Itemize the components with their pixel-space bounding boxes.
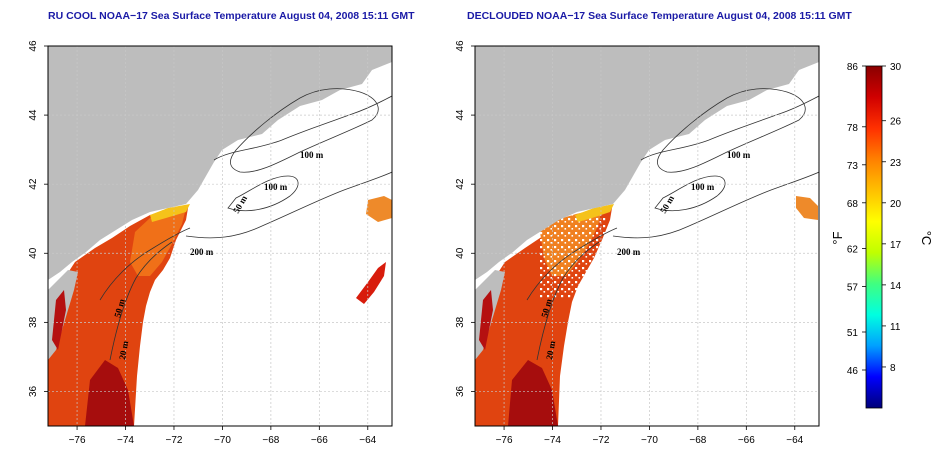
- celsius-tick-label: 20: [890, 199, 902, 210]
- celsius-tick-label: 26: [890, 117, 902, 128]
- panel-title-right: DECLOUDED NOAA−17 Sea Surface Temperatur…: [467, 10, 852, 22]
- fahrenheit-tick-label: 86: [847, 62, 859, 73]
- lon-tick-label: −66: [311, 435, 328, 446]
- colorbar-ticks: 30 26 23 20 17 14 11 8 86 78 73 68 62 57 51 46: [847, 62, 902, 377]
- lat-tick-label: 46: [455, 40, 466, 52]
- contour-label-20m: 20 m: [544, 340, 557, 361]
- lat-tick-label: 46: [28, 40, 39, 52]
- lon-tick-label: −76: [69, 435, 86, 446]
- lat-tick-label: 42: [28, 178, 39, 190]
- axis-ticks-left-panel: −76 −74 −72 −70 −68 −66 −64 36 38 40 42 44 46: [28, 40, 377, 446]
- contour-label-50m-shelf: 50 m: [539, 297, 554, 318]
- lat-tick-label: 38: [28, 316, 39, 328]
- sst-yellow-strip: [150, 204, 190, 222]
- contour-200m: [185, 171, 392, 239]
- lon-tick-label: −70: [641, 435, 658, 446]
- axis-ticks-right-panel: −76 −74 −72 −70 −68 −66 −64 36 38 40 42 44 46: [455, 40, 804, 446]
- lat-tick-label: 42: [455, 178, 466, 190]
- fahrenheit-tick-label: 57: [847, 282, 859, 293]
- lon-tick-label: −72: [592, 435, 609, 446]
- contour-label-100m: 100 m: [727, 150, 751, 160]
- lon-tick-label: −70: [214, 435, 231, 446]
- contour-100m: [640, 95, 819, 161]
- contour-label-50m-shelf: 50 m: [112, 297, 127, 318]
- lon-tick-label: −64: [359, 435, 376, 446]
- sst-dark-south: [508, 360, 558, 426]
- colorbar-ramp: [865, 65, 883, 409]
- celsius-tick-label: 14: [890, 281, 902, 292]
- map-panel-right: 100 m 100 m 50 m 200 m 50 m 20 m −76 −74−…: [455, 40, 820, 446]
- lat-tick-label: 36: [455, 385, 466, 397]
- contour-label-200m: 200 m: [190, 247, 214, 257]
- contour-50m: [654, 175, 726, 212]
- contour-shelf: [99, 227, 191, 301]
- lat-tick-label: 44: [28, 109, 39, 121]
- contour-shelf-inner: [536, 241, 600, 361]
- sst-ne-patch: [796, 196, 818, 220]
- lat-tick-label: 40: [455, 247, 466, 259]
- contour-shelf: [526, 227, 618, 301]
- celsius-tick-label: 23: [890, 158, 902, 169]
- lon-tick-label: −74: [117, 435, 134, 446]
- contour-gulf-of-maine: [230, 88, 379, 173]
- lon-tick-label: −74: [544, 435, 561, 446]
- lon-tick-label: −66: [738, 435, 755, 446]
- celsius-tick-label: 11: [890, 322, 901, 333]
- contour-50m: [227, 175, 299, 212]
- bathymetry-contours: [526, 88, 819, 361]
- map-panel-left: 100 m 100 m 50 m 200 m 50 m 20 m −76 −74−…: [28, 40, 393, 446]
- lat-tick-label: 44: [455, 109, 466, 121]
- lon-tick-label: −76: [496, 435, 513, 446]
- land-mass: [48, 46, 392, 280]
- fahrenheit-tick-label: 51: [847, 328, 859, 339]
- contour-gulf-of-maine: [657, 88, 806, 173]
- contour-label-20m: 20 m: [117, 340, 130, 361]
- land-mass: [475, 46, 819, 280]
- lat-tick-label: 38: [455, 316, 466, 328]
- contour-200m: [612, 171, 819, 239]
- fahrenheit-tick-label: 46: [847, 366, 859, 377]
- map-frame: [474, 45, 820, 427]
- fahrenheit-tick-label: 78: [847, 123, 859, 134]
- celsius-tick-label: 17: [890, 240, 902, 251]
- contour-label-100m-2: 100 m: [264, 182, 288, 192]
- bathymetry-contours: [99, 88, 392, 361]
- contour-label-100m-2: 100 m: [691, 182, 715, 192]
- lon-tick-label: −68: [689, 435, 706, 446]
- fahrenheit-tick-label: 62: [847, 244, 859, 255]
- sst-shelf-orange: [130, 208, 186, 276]
- lat-tick-label: 40: [28, 247, 39, 259]
- graticule-grid: [48, 46, 392, 426]
- map-frame: [47, 45, 393, 427]
- lat-tick-label: 36: [28, 385, 39, 397]
- contour-100m: [213, 95, 392, 161]
- contour-shelf-inner: [109, 241, 173, 361]
- fahrenheit-unit-label: °F: [830, 231, 845, 244]
- bay-chesapeake: [479, 290, 493, 350]
- celsius-unit-label: °C: [919, 231, 934, 246]
- fahrenheit-tick-label: 68: [847, 199, 859, 210]
- sst-ne-patch: [366, 196, 392, 222]
- celsius-tick-label: 30: [890, 62, 902, 73]
- colorbar: 30 26 23 20 17 14 11 8 86 78 73 68 62 57 51 46 °F °C: [830, 62, 934, 409]
- celsius-tick-label: 8: [890, 363, 896, 374]
- contour-label-100m: 100 m: [300, 150, 324, 160]
- cloud-gap-pixels: [540, 212, 606, 298]
- panel-title-left: RU COOL NOAA−17 Sea Surface Temperature …: [48, 10, 415, 22]
- lon-tick-label: −64: [786, 435, 803, 446]
- fahrenheit-tick-label: 73: [847, 161, 859, 172]
- lon-tick-label: −72: [165, 435, 182, 446]
- graticule-grid: [475, 46, 819, 426]
- sst-dark-south: [85, 360, 134, 426]
- sst-yellow-strip: [575, 204, 614, 222]
- bay-chesapeake: [52, 290, 66, 350]
- lon-tick-label: −68: [262, 435, 279, 446]
- contour-label-200m: 200 m: [617, 247, 641, 257]
- sst-offshore-patch: [356, 262, 386, 304]
